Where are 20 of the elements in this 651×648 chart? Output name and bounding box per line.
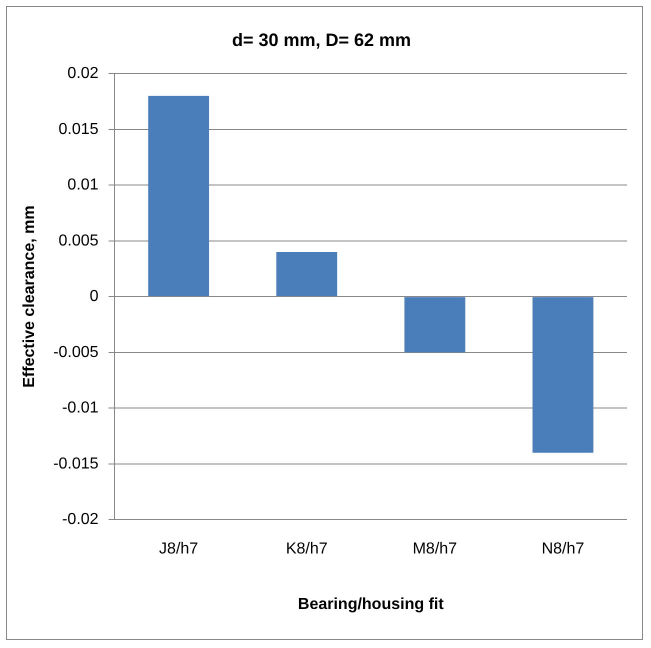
y-tick-label: 0.01 bbox=[67, 176, 99, 194]
x-tick-label: N8/h7 bbox=[542, 540, 584, 558]
y-axis-title: Effective clearance, mm bbox=[21, 205, 38, 388]
chart-title: d= 30 mm, D= 62 mm bbox=[232, 30, 412, 50]
y-tick-label: 0.005 bbox=[58, 232, 99, 250]
y-tick-label: -0.005 bbox=[53, 344, 99, 361]
bar bbox=[532, 297, 594, 453]
x-axis-title: Bearing/housing fit bbox=[298, 596, 444, 613]
y-tick-label: 0.015 bbox=[58, 120, 99, 138]
y-tick-label: 0.02 bbox=[67, 65, 99, 82]
x-tick-label: K8/h7 bbox=[286, 540, 328, 558]
bar bbox=[148, 96, 210, 296]
x-tick-label: M8/h7 bbox=[412, 540, 458, 558]
y-tick-label: 0 bbox=[90, 288, 99, 306]
x-tick-label: J8/h7 bbox=[159, 540, 198, 558]
y-tick-label: -0.01 bbox=[62, 400, 99, 417]
y-tick-label: -0.015 bbox=[53, 455, 99, 472]
bar bbox=[404, 297, 466, 352]
bar bbox=[276, 252, 338, 296]
y-tick-label: -0.02 bbox=[62, 511, 99, 528]
